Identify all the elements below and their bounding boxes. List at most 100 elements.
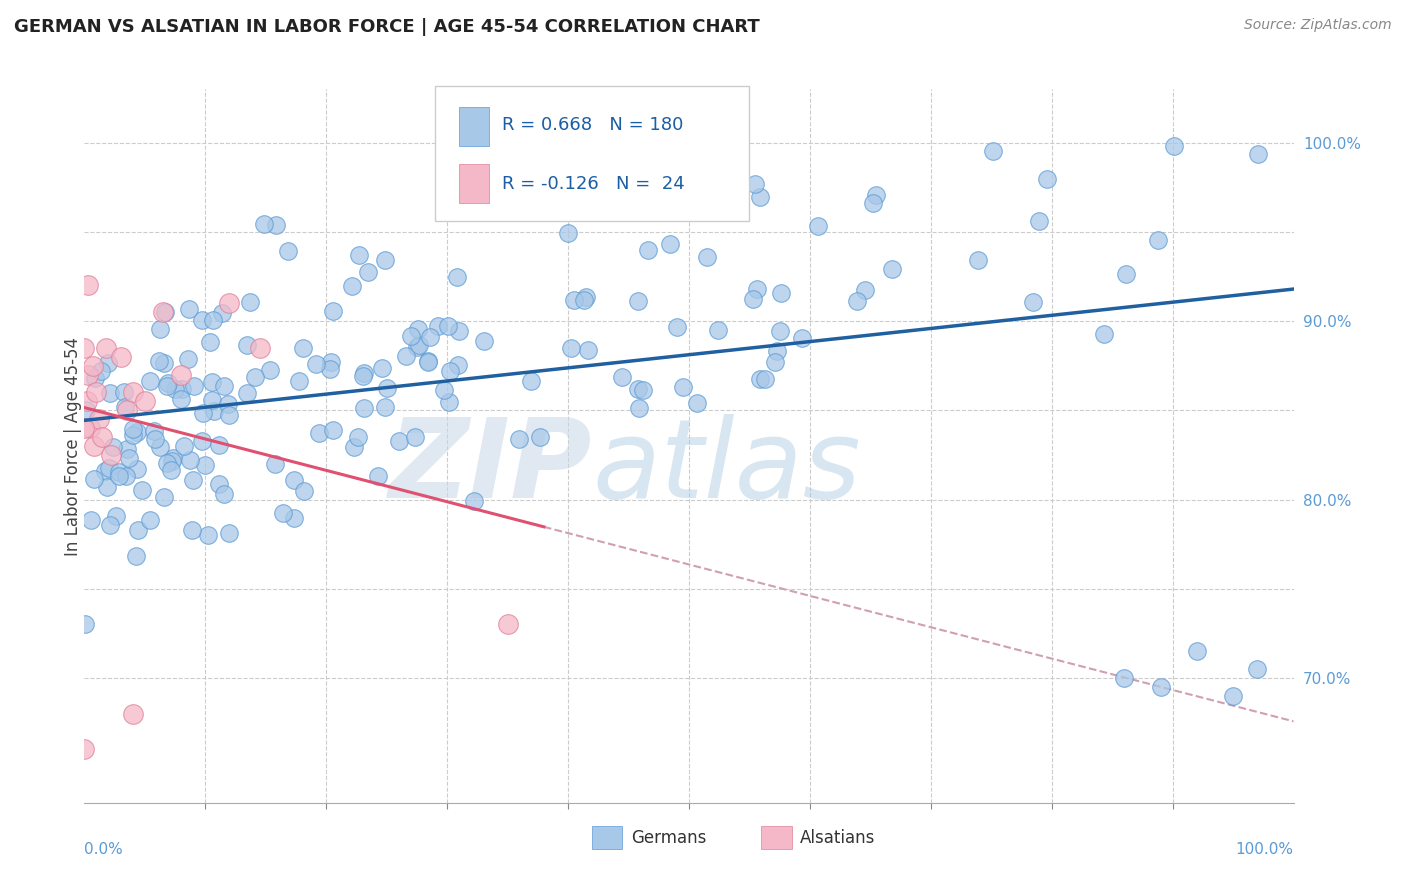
Point bbox=[375, 381, 398, 395]
Point bbox=[1185, 644, 1208, 658]
Text: Source: ZipAtlas.com: Source: ZipAtlas.com bbox=[1244, 18, 1392, 32]
Point bbox=[90, 363, 112, 377]
FancyBboxPatch shape bbox=[460, 164, 489, 203]
Point bbox=[173, 439, 195, 453]
Point bbox=[347, 430, 370, 444]
Point bbox=[271, 506, 294, 520]
Point bbox=[981, 144, 1004, 158]
Point bbox=[508, 432, 530, 446]
Point bbox=[627, 382, 650, 396]
Point bbox=[283, 511, 305, 525]
Point bbox=[249, 341, 271, 355]
Text: GERMAN VS ALSATIAN IN LABOR FORCE | AGE 45-54 CORRELATION CHART: GERMAN VS ALSATIAN IN LABOR FORCE | AGE … bbox=[14, 18, 759, 36]
Point bbox=[101, 440, 124, 454]
Point bbox=[82, 359, 104, 373]
Point bbox=[170, 368, 193, 382]
Point bbox=[243, 369, 266, 384]
Point bbox=[637, 243, 659, 257]
Point bbox=[127, 462, 149, 476]
Point bbox=[201, 313, 224, 327]
Point bbox=[472, 334, 495, 349]
Point bbox=[416, 354, 439, 368]
Point bbox=[87, 412, 110, 426]
Point bbox=[118, 450, 141, 465]
Point bbox=[218, 525, 240, 540]
Text: Alsatians: Alsatians bbox=[800, 829, 876, 847]
Point bbox=[211, 305, 233, 319]
Point bbox=[127, 425, 149, 439]
Point bbox=[98, 386, 121, 401]
Y-axis label: In Labor Force | Age 45-54: In Labor Force | Age 45-54 bbox=[65, 336, 82, 556]
Point bbox=[1246, 147, 1268, 161]
Point bbox=[183, 378, 205, 392]
Point bbox=[666, 320, 689, 334]
Point bbox=[157, 376, 180, 390]
Point bbox=[427, 319, 450, 334]
Point bbox=[1115, 267, 1137, 281]
Point bbox=[152, 356, 174, 370]
Point bbox=[374, 253, 396, 268]
Point bbox=[439, 364, 461, 378]
Point bbox=[115, 442, 138, 456]
Point bbox=[264, 218, 287, 232]
Point bbox=[212, 486, 235, 500]
Point bbox=[98, 517, 121, 532]
Point bbox=[1146, 233, 1168, 247]
Text: 100.0%: 100.0% bbox=[1236, 842, 1294, 857]
Point bbox=[163, 382, 186, 396]
Point bbox=[685, 395, 707, 409]
Point bbox=[155, 305, 177, 319]
Point bbox=[76, 394, 98, 409]
Point bbox=[122, 422, 145, 436]
Point bbox=[191, 406, 214, 420]
Point bbox=[73, 341, 96, 355]
Point bbox=[322, 303, 344, 318]
Point bbox=[115, 469, 138, 483]
Point bbox=[291, 341, 314, 355]
Point bbox=[160, 463, 183, 477]
Point bbox=[181, 473, 204, 487]
Point bbox=[181, 524, 204, 538]
Point bbox=[520, 375, 543, 389]
Point bbox=[292, 484, 315, 499]
Point bbox=[201, 393, 224, 408]
Point bbox=[1036, 172, 1059, 186]
Point bbox=[367, 469, 389, 483]
Point bbox=[1222, 689, 1244, 703]
Point bbox=[766, 344, 789, 359]
Point bbox=[408, 338, 430, 352]
Point bbox=[139, 513, 162, 527]
Point bbox=[308, 425, 330, 440]
Point bbox=[1114, 671, 1136, 685]
Point bbox=[108, 468, 131, 483]
Point bbox=[149, 440, 172, 454]
Point bbox=[110, 350, 132, 364]
Point bbox=[77, 278, 100, 293]
Point bbox=[152, 305, 174, 319]
Point bbox=[340, 279, 363, 293]
Point bbox=[156, 379, 179, 393]
Point bbox=[1149, 680, 1171, 694]
Point bbox=[446, 270, 468, 285]
Point bbox=[707, 323, 730, 337]
Point bbox=[121, 385, 143, 400]
Point bbox=[83, 439, 105, 453]
Point bbox=[572, 293, 595, 308]
Point bbox=[845, 293, 868, 308]
Point bbox=[790, 331, 813, 345]
Point bbox=[862, 196, 884, 211]
Point bbox=[131, 483, 153, 498]
Point bbox=[139, 374, 162, 388]
Point bbox=[218, 296, 240, 310]
Point bbox=[112, 385, 135, 400]
Point bbox=[1163, 139, 1185, 153]
Point bbox=[562, 293, 585, 307]
Point bbox=[353, 401, 375, 415]
Point bbox=[319, 361, 342, 376]
Text: atlas: atlas bbox=[592, 414, 860, 521]
Point bbox=[763, 355, 786, 369]
Point bbox=[149, 322, 172, 336]
Point bbox=[194, 458, 217, 472]
Point bbox=[143, 424, 166, 438]
Point bbox=[433, 383, 456, 397]
